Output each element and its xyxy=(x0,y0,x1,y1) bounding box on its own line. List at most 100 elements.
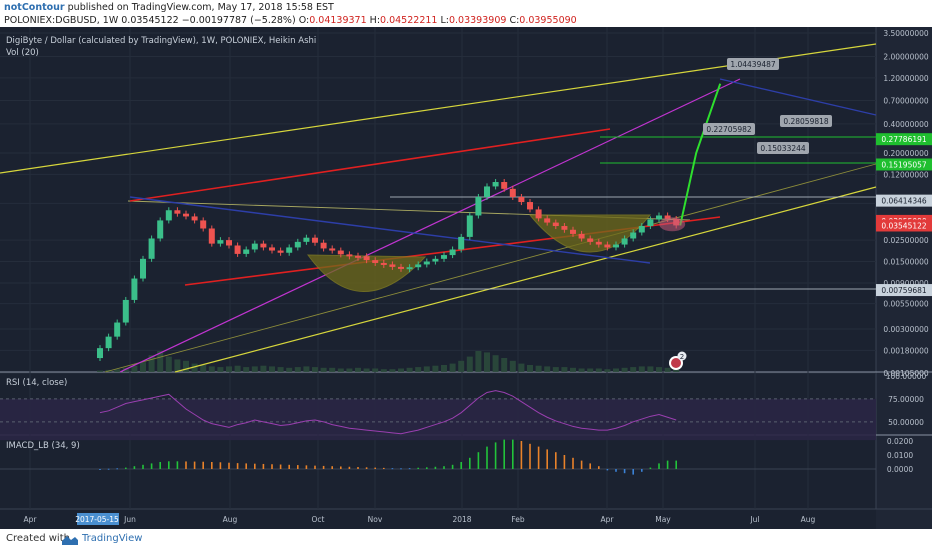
macd-bar xyxy=(434,466,437,469)
macd-tick-label: 0.0100 xyxy=(887,451,913,460)
macd-bar xyxy=(142,464,144,469)
macd-bar xyxy=(469,457,471,469)
candle-body xyxy=(251,243,258,250)
candle-body xyxy=(131,278,138,300)
rsi-title: RSI (14, close) xyxy=(6,378,67,388)
time-tick-label: 2018 xyxy=(452,515,471,524)
candle-body xyxy=(630,232,637,239)
volume-bar xyxy=(501,358,508,372)
price-tick-label: 0.12000000 xyxy=(883,170,929,179)
macd-bar xyxy=(331,466,333,469)
price-callout xyxy=(727,58,779,70)
price-tick-label: 1.20000000 xyxy=(883,74,929,83)
volume-bar xyxy=(277,367,284,372)
macd-bar xyxy=(236,463,239,469)
time-tick-label: Aug xyxy=(801,515,816,524)
macd-bar xyxy=(400,468,402,470)
macd-bar xyxy=(159,462,161,469)
event-count-badge xyxy=(677,351,687,361)
candle-body xyxy=(355,255,361,258)
price-tick-label: 0.00180000 xyxy=(883,346,929,355)
macd-bar xyxy=(219,462,222,469)
candle-body xyxy=(165,210,172,221)
macd-bar xyxy=(580,460,583,469)
volume-bar xyxy=(492,355,499,372)
current-price-highlight xyxy=(659,217,686,232)
volume-bar xyxy=(329,367,336,372)
macd-bar xyxy=(460,462,462,469)
macd-bar xyxy=(615,469,617,472)
candle-body xyxy=(140,258,146,279)
candle-body xyxy=(312,237,318,243)
open-label: O: xyxy=(298,15,310,26)
volume-bar xyxy=(183,360,189,372)
macd-bar xyxy=(572,457,574,469)
candle-body xyxy=(372,260,379,263)
volume-bar xyxy=(638,366,645,372)
high-value: 0.04522211 xyxy=(380,15,438,26)
macd-bar xyxy=(125,467,127,469)
candle-body xyxy=(604,244,611,248)
candle-body xyxy=(294,241,301,248)
volume-bar xyxy=(260,365,267,372)
candle-body xyxy=(518,196,525,203)
price-tick-label: 0.00900000 xyxy=(883,279,929,288)
macd-bar xyxy=(675,460,677,469)
price-tick-label: 2.00000000 xyxy=(883,52,929,61)
volume-bar xyxy=(243,367,250,372)
volume-bar xyxy=(337,368,344,372)
volume-bar xyxy=(140,362,146,372)
macd-bar xyxy=(391,468,394,470)
quote-line: POLONIEX:DGBUSD, 1W 0.03545122 −0.001977… xyxy=(4,15,577,26)
macd-bar xyxy=(589,463,591,469)
volume-bar xyxy=(320,367,327,372)
time-tick-label: Jun xyxy=(123,515,136,524)
macd-bar xyxy=(150,463,153,469)
red-resistance-line xyxy=(129,128,611,202)
candle-body xyxy=(105,336,112,349)
candle-body xyxy=(423,261,430,265)
price-badge-label: 0.03545122 xyxy=(881,221,927,230)
candle-body xyxy=(114,322,121,337)
tradingview-brand[interactable]: TradingView xyxy=(82,533,143,544)
macd-bar xyxy=(107,468,110,470)
blue-projection-line xyxy=(719,78,877,116)
published-text: published on TradingView.com, May 17, 20… xyxy=(67,2,334,13)
price-callout-label: 1.04439487 xyxy=(730,60,776,69)
candle-body xyxy=(217,240,224,244)
volume-bar xyxy=(303,366,310,372)
volume-bar xyxy=(406,367,413,372)
volume-bar xyxy=(673,368,680,372)
candle-body xyxy=(346,254,353,257)
chart-area[interactable]: 1.04439487 0.22705982 0.28059818 0.15033244… xyxy=(0,27,932,529)
volume-bar xyxy=(346,368,353,372)
volume-bar xyxy=(664,367,671,372)
macd-bar xyxy=(606,469,609,471)
price-badge xyxy=(876,133,932,146)
candle-body xyxy=(303,237,310,242)
macd-bar xyxy=(537,446,540,469)
rsi-band xyxy=(0,398,876,441)
volume-bar xyxy=(200,365,207,372)
volume-bar xyxy=(226,366,232,372)
chart-svg[interactable]: 1.04439487 0.22705982 0.28059818 0.15033244… xyxy=(0,27,932,529)
high-label: H: xyxy=(369,15,381,26)
volume-bar xyxy=(484,352,490,372)
candle-body xyxy=(501,182,508,189)
candle-body xyxy=(260,243,267,248)
author-link[interactable]: notContour xyxy=(4,2,65,13)
volume-bar xyxy=(656,367,662,372)
macd-bar xyxy=(563,455,566,469)
close-value: 0.03955090 xyxy=(519,15,577,26)
projection-path xyxy=(679,83,722,226)
tradingview-logo-icon xyxy=(62,536,78,545)
price-badge-label: 0.15195057 xyxy=(881,160,927,169)
price-tick-label: 0.20000000 xyxy=(883,149,929,158)
time-tick-label: Oct xyxy=(312,515,325,524)
volume-bar xyxy=(208,366,215,372)
rsi-tick-label: 75.00000 xyxy=(888,395,924,404)
macd-bar xyxy=(598,466,600,469)
time-tick-label: Jul xyxy=(749,515,759,524)
macd-bar xyxy=(176,461,179,469)
time-tick-label: Feb xyxy=(511,515,525,524)
